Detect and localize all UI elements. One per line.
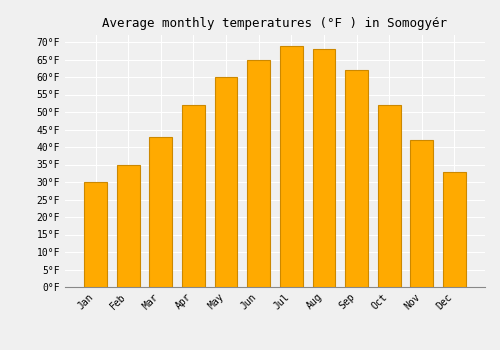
- Bar: [214, 77, 238, 287]
- Bar: [410, 140, 434, 287]
- Bar: [345, 70, 368, 287]
- Bar: [150, 136, 172, 287]
- Bar: [280, 46, 302, 287]
- Bar: [378, 105, 400, 287]
- Title: Average monthly temperatures (°F ) in Somogyér: Average monthly temperatures (°F ) in So…: [102, 17, 448, 30]
- Bar: [116, 164, 140, 287]
- Bar: [443, 172, 466, 287]
- Bar: [248, 60, 270, 287]
- Bar: [182, 105, 205, 287]
- Bar: [312, 49, 336, 287]
- Bar: [84, 182, 107, 287]
